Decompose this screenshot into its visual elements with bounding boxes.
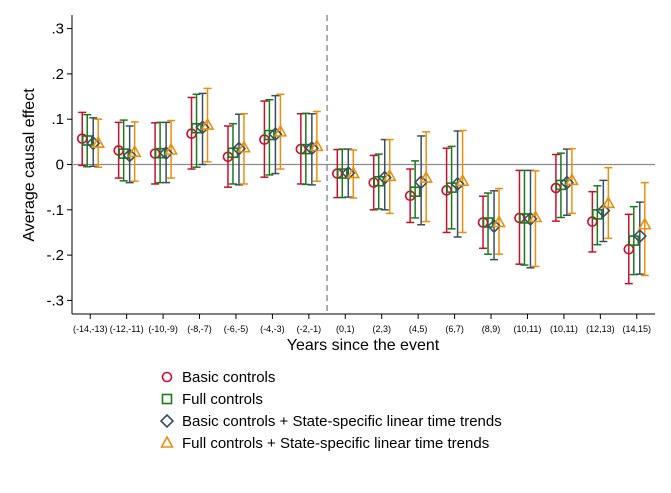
estimate-point-square: [81, 135, 93, 146]
legend-label: Full controls: [182, 390, 263, 408]
estimate-point-square: [519, 213, 530, 224]
estimate-point-square: [300, 143, 312, 155]
estimate-point-diamond: [86, 136, 101, 151]
legend-label: Basic controls + State-specific linear t…: [182, 412, 502, 430]
estimate-point-diamond: [596, 203, 611, 218]
legend-symbol: [160, 414, 174, 428]
x-tick-label: (8,9): [482, 324, 501, 334]
y-tick-label: .1: [51, 111, 64, 128]
estimate-point-square: [191, 122, 202, 134]
y-tick-label: -.2: [46, 247, 64, 264]
estimate-point-square: [264, 129, 275, 141]
estimate-point-triangle: [91, 135, 106, 149]
estimate-point-triangle: [492, 214, 506, 228]
x-tick-label: (-12,-11): [110, 324, 144, 334]
y-tick-label: -.3: [46, 292, 64, 309]
estimate-point-triangle: [601, 195, 616, 209]
x-tick-label: (0,1): [336, 324, 355, 334]
estimate-point-square: [118, 148, 129, 159]
legend-symbol: [161, 371, 173, 383]
estimate-point-diamond: [559, 175, 575, 190]
x-tick-label: (-4,-3): [260, 324, 285, 334]
estimate-point-triangle: [419, 170, 434, 183]
estimate-point-diamond: [450, 176, 465, 192]
x-tick-label: (12,13): [586, 324, 615, 334]
x-axis-label: Years since the event: [287, 337, 440, 354]
y-tick-label: -.1: [46, 202, 64, 219]
estimate-point-square: [409, 186, 421, 197]
legend-label: Basic controls: [182, 368, 276, 386]
estimate-point-diamond: [486, 218, 502, 234]
estimate-point-triangle: [309, 138, 324, 152]
legend-item: Basic controls: [160, 366, 640, 388]
estimate-point-triangle: [127, 144, 142, 158]
triangle-marker-icon: [160, 436, 174, 450]
x-tick-label: (-10,-9): [148, 324, 178, 334]
estimate-point-triangle: [237, 140, 251, 153]
estimate-point-diamond: [377, 170, 392, 185]
legend-item: Basic controls + State-specific linear t…: [160, 410, 640, 432]
y-tick-label: .2: [51, 66, 64, 83]
estimate-point-diamond: [195, 120, 210, 135]
y-tick-label: .3: [51, 21, 64, 38]
legend-item: Full controls: [160, 388, 640, 410]
estimate-point-square: [336, 168, 348, 179]
chart-legend: Basic controls Full controls Basic control…: [160, 366, 640, 454]
x-tick-label: (4,5): [409, 324, 428, 334]
estimate-point-triangle: [382, 168, 397, 182]
estimate-point-triangle: [200, 117, 215, 130]
x-tick-label: (-6,-5): [224, 324, 249, 334]
x-tick-label: (14,15): [623, 324, 652, 334]
estimate-point-diamond: [122, 148, 137, 163]
estimate-point-diamond: [341, 165, 356, 181]
x-tick-label: (10,11): [550, 324, 578, 334]
estimate-point-triangle: [528, 209, 543, 223]
x-tick-label: (2,3): [372, 324, 391, 334]
estimate-point-triangle: [637, 217, 652, 230]
estimate-point-diamond: [414, 175, 429, 190]
estimate-point-triangle: [346, 165, 361, 179]
estimate-point-diamond: [304, 141, 319, 156]
legend-item: Full controls + State-specific linear ti…: [160, 432, 640, 454]
legend-symbol: [161, 393, 173, 405]
diamond-marker-icon: [160, 414, 174, 428]
estimate-point-diamond: [523, 211, 538, 226]
estimate-point-diamond: [632, 228, 647, 244]
x-tick-label: (-14,-13): [73, 324, 108, 334]
x-tick-label: (-2,-1): [297, 324, 322, 334]
x-tick-label: (6,7): [445, 324, 464, 334]
estimate-point-diamond: [158, 146, 174, 161]
estimate-point-triangle: [455, 173, 470, 187]
estimate-point-triangle: [273, 124, 288, 137]
estimate-point-triangle: [164, 142, 178, 155]
estimate-point-diamond: [268, 127, 283, 142]
y-tick-label: 0: [56, 157, 64, 174]
x-tick-label: (10,11): [514, 324, 542, 334]
circle-marker-icon: [160, 370, 174, 384]
estimate-point-diamond: [231, 141, 247, 156]
estimate-point-triangle: [565, 172, 579, 186]
estimate-point-square: [154, 147, 166, 159]
square-marker-icon: [160, 392, 174, 406]
legend-label: Full controls + State-specific linear ti…: [182, 434, 490, 452]
x-tick-label: (-8,-7): [187, 324, 212, 334]
legend-symbol: [160, 436, 174, 448]
y-axis-label: Average causal effect: [21, 88, 38, 242]
